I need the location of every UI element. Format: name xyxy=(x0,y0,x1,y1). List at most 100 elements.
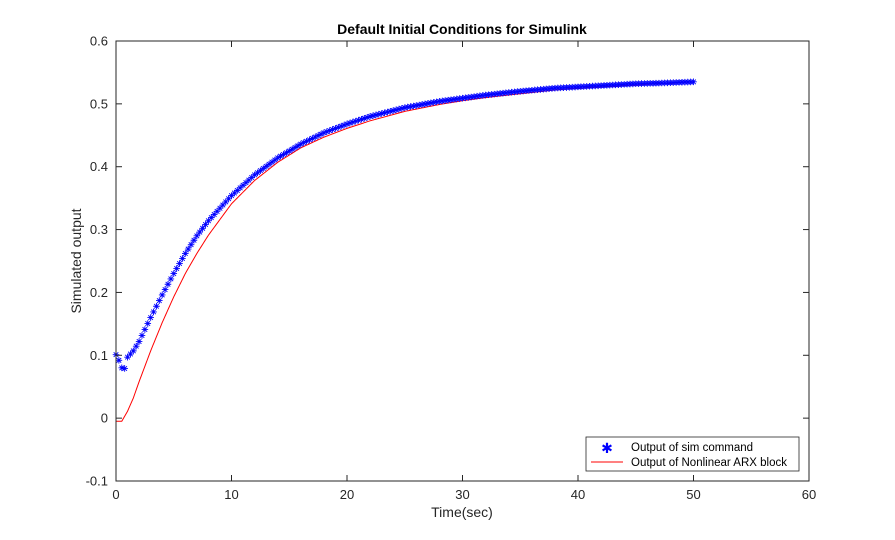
sim-point xyxy=(690,78,697,86)
sim-point xyxy=(213,208,221,215)
x-tick-label: 50 xyxy=(686,487,700,502)
legend-box xyxy=(585,436,800,472)
plot-area xyxy=(116,41,809,481)
sim-point xyxy=(300,139,307,146)
sim-point xyxy=(311,133,319,141)
ticks: 0 10 20 30 40 50 60 -0.1 0 0.1 0.2 0.3 0.4 0.5 0.6 xyxy=(86,34,817,503)
y-tick-label: 0.3 xyxy=(90,222,108,237)
sim-point xyxy=(329,126,336,133)
x-tick-label: 30 xyxy=(455,487,469,502)
sim-point xyxy=(381,109,388,117)
sim-point xyxy=(219,201,227,209)
sim-point xyxy=(245,176,253,184)
sim-point xyxy=(202,221,209,228)
sim-point xyxy=(274,154,281,162)
sim-point xyxy=(173,265,180,272)
sim-point xyxy=(277,152,284,160)
chart-title: Default Initial Conditions for Simulink xyxy=(337,21,587,37)
sim-point xyxy=(176,260,183,267)
sim-point xyxy=(259,165,267,172)
y-tick-label: 0 xyxy=(101,411,108,426)
sim-point xyxy=(384,108,391,116)
sim-point xyxy=(355,116,362,124)
sim-point xyxy=(283,149,290,157)
sim-point xyxy=(156,297,163,304)
sim-point xyxy=(257,167,264,174)
sim-point xyxy=(366,113,374,120)
y-tick-label: 0.4 xyxy=(90,159,108,174)
sim-point xyxy=(309,135,316,142)
sim-point xyxy=(349,118,357,126)
sim-point xyxy=(196,228,204,236)
sim-point xyxy=(182,250,189,257)
sim-point xyxy=(306,136,313,144)
sim-point xyxy=(135,338,143,345)
sim-point xyxy=(228,192,235,199)
sim-point xyxy=(358,115,365,123)
sim-point xyxy=(121,365,128,372)
sim-point xyxy=(205,217,212,225)
sim-point xyxy=(314,132,322,139)
sim-point xyxy=(254,169,261,177)
sim-point xyxy=(118,364,126,372)
sim-point xyxy=(427,99,435,107)
sim-point xyxy=(138,332,146,339)
y-tick-label: 0.1 xyxy=(90,348,108,363)
sim-point xyxy=(320,129,328,137)
y-tick-label: 0.6 xyxy=(90,34,108,49)
sim-point xyxy=(251,171,258,179)
sim-point xyxy=(147,314,154,321)
sim-point xyxy=(398,105,406,112)
sim-point xyxy=(179,255,186,262)
sim-point xyxy=(372,111,380,119)
sim-point xyxy=(285,147,293,155)
sim-point xyxy=(407,103,414,110)
y-tick-label: 0.2 xyxy=(90,285,108,300)
sim-point xyxy=(430,99,437,106)
sim-point xyxy=(124,353,131,361)
sim-point xyxy=(375,110,383,118)
x-tick-label: 0 xyxy=(112,487,119,502)
sim-point xyxy=(421,100,429,108)
sim-point xyxy=(280,151,287,158)
sim-point xyxy=(130,347,137,355)
sim-point xyxy=(369,112,377,119)
sim-point xyxy=(190,236,198,244)
sim-point xyxy=(361,115,368,122)
sim-point xyxy=(222,198,230,206)
sim-point xyxy=(127,350,134,358)
sim-point xyxy=(433,98,440,106)
y-tick-label: -0.1 xyxy=(86,474,108,489)
legend-marker-sim: ✱ xyxy=(601,441,613,457)
sim-point xyxy=(418,101,426,108)
y-tick-label: 0.5 xyxy=(90,96,108,111)
sim-point xyxy=(161,286,169,293)
sim-point xyxy=(337,122,345,130)
sim-point xyxy=(378,110,385,117)
sim-point xyxy=(335,123,342,131)
x-axis-label: Time(sec) xyxy=(431,504,493,520)
sim-point xyxy=(132,342,140,350)
sim-point xyxy=(242,179,250,186)
sim-point xyxy=(239,181,247,189)
sim-point xyxy=(158,291,166,299)
sim-point xyxy=(401,104,409,111)
sim-point xyxy=(115,357,123,364)
sim-point xyxy=(363,114,371,121)
x-tick-label: 60 xyxy=(802,487,816,502)
sim-point xyxy=(291,144,299,151)
sim-point xyxy=(167,275,175,283)
sim-point xyxy=(271,156,279,164)
sim-point xyxy=(225,195,232,203)
legend-label-sim: Output of sim command xyxy=(631,442,753,454)
sim-point xyxy=(153,302,160,310)
sim-point xyxy=(317,130,325,138)
sim-point xyxy=(343,120,351,128)
sim-point xyxy=(424,100,432,107)
x-tick-label: 20 xyxy=(340,487,354,502)
sim-point xyxy=(294,142,302,150)
sim-point xyxy=(170,270,178,277)
sim-point xyxy=(248,174,256,181)
sim-point xyxy=(352,117,359,125)
sim-point xyxy=(164,280,172,288)
